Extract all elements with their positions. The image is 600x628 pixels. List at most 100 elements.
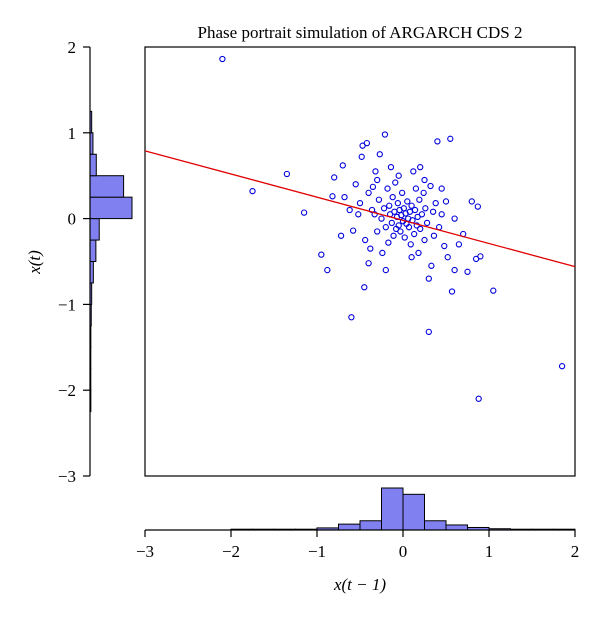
x-tick-label: −2: [222, 542, 240, 561]
scatter-point: [412, 185, 420, 192]
scatter-point: [324, 266, 331, 274]
scatter-point: [432, 200, 439, 207]
scatter-point: [455, 241, 463, 248]
scatter-point: [387, 163, 395, 171]
scatter-points: [219, 55, 566, 402]
scatter-point: [331, 174, 338, 181]
marginal-x-histogram: [230, 487, 576, 531]
y-hist-bar: [89, 196, 133, 220]
scatter-point: [346, 206, 353, 214]
scatter-point: [401, 234, 408, 241]
scatter-point: [421, 176, 428, 184]
scatter-point: [374, 176, 381, 184]
scatter-point: [451, 266, 458, 274]
scatter-point: [438, 211, 445, 218]
scatter-point: [349, 227, 357, 234]
scatter-point: [249, 187, 256, 195]
scatter-point: [438, 185, 445, 192]
y-hist-bar: [89, 175, 125, 198]
scatter-point: [341, 193, 348, 201]
scatter-point: [417, 225, 424, 233]
y-axis-label: x(t): [25, 250, 44, 275]
x-tick-label: −1: [308, 542, 326, 561]
x-hist-bar: [402, 493, 425, 531]
marginal-y-histogram: [89, 110, 133, 413]
scatter-point: [367, 245, 374, 252]
scatter-point: [378, 215, 385, 222]
x-hist-bar: [424, 520, 447, 531]
regression-line: [144, 150, 576, 268]
chart-title: Phase portrait simulation of ARGARCH CDS…: [198, 23, 523, 42]
scatter-point: [398, 189, 406, 197]
scatter-point: [380, 205, 388, 212]
scatter-point: [386, 202, 393, 209]
y-tick-label: 2: [68, 38, 77, 57]
x-hist-bar: [359, 520, 382, 531]
scatter-point: [283, 170, 291, 178]
scatter-point: [355, 211, 362, 218]
scatter-point: [381, 131, 389, 138]
scatter-point: [318, 251, 325, 258]
x-tick-label: 0: [399, 542, 408, 561]
scatter-point: [558, 363, 566, 370]
scatter-point: [404, 198, 411, 205]
scatter-point: [416, 196, 423, 203]
plot-area-frame: [144, 46, 576, 477]
scatter-point: [391, 208, 398, 215]
scatter-point: [425, 328, 432, 336]
scatter-point: [382, 266, 389, 274]
scatter-point: [363, 139, 371, 147]
scatter-point: [464, 268, 471, 275]
scatter-point: [475, 395, 482, 402]
scatter-point: [410, 168, 417, 175]
scatter-point: [408, 202, 415, 209]
y-tick-label: −2: [58, 381, 76, 400]
y-tick-label: −1: [58, 295, 76, 314]
scatter-point: [411, 206, 419, 214]
scatter-point: [392, 179, 399, 186]
scatter-point: [388, 219, 395, 227]
scatter-point: [427, 182, 434, 190]
scatter-point: [490, 287, 497, 294]
scatter-point: [352, 181, 359, 188]
scatter-point: [379, 249, 386, 257]
scatter-point: [447, 135, 454, 142]
scatter-point: [371, 211, 378, 218]
scatter-point: [429, 208, 437, 215]
scatter-point: [444, 254, 451, 261]
scatter-point: [365, 260, 372, 267]
scatter-point: [394, 200, 401, 207]
scatter-point: [420, 189, 427, 197]
x-axis: −3 −2 −1 0 1 2: [136, 529, 580, 561]
scatter-point: [372, 168, 379, 175]
scatter-point: [405, 224, 413, 231]
scatter-point: [417, 163, 424, 171]
scatter-point: [389, 193, 396, 201]
y-tick-label: 0: [68, 210, 77, 229]
scatter-point: [358, 153, 365, 160]
y-hist-bar: [89, 153, 97, 177]
scatter-point: [339, 162, 346, 169]
scatter-point: [474, 203, 481, 210]
scatter-point: [361, 284, 368, 291]
y-tick-label: 1: [68, 124, 77, 143]
scatter-point: [376, 151, 383, 158]
scatter-point: [425, 275, 432, 282]
scatter-point: [428, 262, 435, 269]
y-tick-label: −3: [58, 467, 76, 486]
scatter-point: [219, 55, 226, 63]
x-hist-bar: [338, 523, 361, 531]
scatter-point: [408, 254, 415, 261]
x-hist-bar: [445, 524, 468, 531]
scatter-point: [441, 242, 448, 250]
x-axis-label: x(t − 1): [333, 575, 386, 594]
scatter-point: [434, 138, 441, 145]
scatter-point: [442, 198, 450, 205]
scatter-point: [348, 314, 355, 321]
scatter-point: [365, 189, 372, 197]
x-tick-label: 2: [571, 542, 580, 561]
scatter-point: [356, 200, 364, 207]
scatter-point: [374, 228, 381, 235]
scatter-point: [329, 193, 336, 200]
